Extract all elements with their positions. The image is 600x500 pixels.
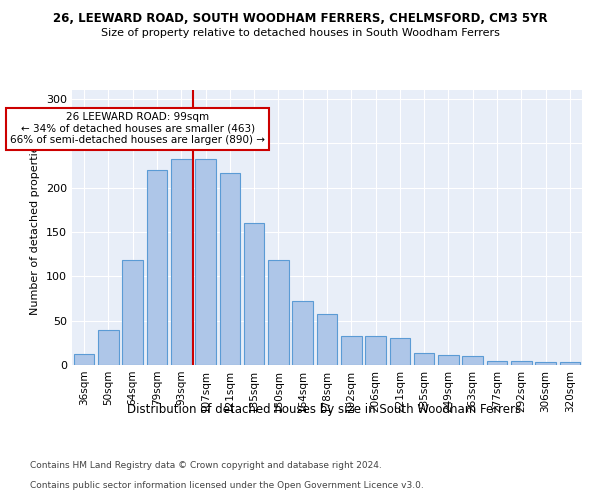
Bar bbox=[122, 260, 143, 365]
Bar bbox=[560, 362, 580, 365]
Text: Contains public sector information licensed under the Open Government Licence v3: Contains public sector information licen… bbox=[30, 481, 424, 490]
Bar bbox=[74, 354, 94, 365]
Bar bbox=[244, 223, 265, 365]
Bar bbox=[195, 159, 216, 365]
Y-axis label: Number of detached properties: Number of detached properties bbox=[31, 140, 40, 315]
Bar bbox=[438, 355, 459, 365]
Bar bbox=[98, 330, 119, 365]
Bar bbox=[487, 360, 508, 365]
Text: Distribution of detached houses by size in South Woodham Ferrers: Distribution of detached houses by size … bbox=[127, 402, 521, 415]
Bar bbox=[220, 174, 240, 365]
Bar bbox=[414, 352, 434, 365]
Bar bbox=[511, 362, 532, 365]
Bar bbox=[292, 301, 313, 365]
Bar bbox=[146, 170, 167, 365]
Text: Size of property relative to detached houses in South Woodham Ferrers: Size of property relative to detached ho… bbox=[101, 28, 499, 38]
Bar bbox=[463, 356, 483, 365]
Bar bbox=[171, 159, 191, 365]
Text: 26 LEEWARD ROAD: 99sqm
← 34% of detached houses are smaller (463)
66% of semi-de: 26 LEEWARD ROAD: 99sqm ← 34% of detached… bbox=[10, 112, 265, 146]
Text: 26, LEEWARD ROAD, SOUTH WOODHAM FERRERS, CHELMSFORD, CM3 5YR: 26, LEEWARD ROAD, SOUTH WOODHAM FERRERS,… bbox=[53, 12, 547, 26]
Bar bbox=[317, 314, 337, 365]
Bar bbox=[365, 336, 386, 365]
Bar bbox=[268, 260, 289, 365]
Text: Contains HM Land Registry data © Crown copyright and database right 2024.: Contains HM Land Registry data © Crown c… bbox=[30, 461, 382, 470]
Bar bbox=[389, 338, 410, 365]
Bar bbox=[535, 362, 556, 365]
Bar bbox=[341, 336, 362, 365]
